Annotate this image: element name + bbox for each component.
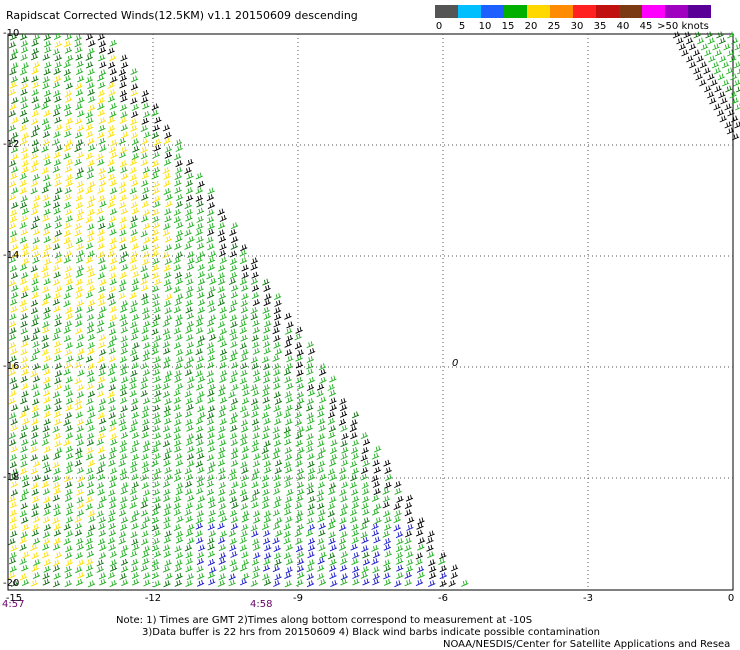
time-label-1: 4:57: [2, 599, 25, 610]
legend-swatch: [435, 5, 458, 18]
lon-label: -12: [144, 593, 162, 604]
legend-swatch: [573, 5, 596, 18]
time-label-2: 4:58: [250, 599, 273, 610]
legend-swatch: [481, 5, 504, 18]
wind-barbs: [8, 31, 740, 588]
legend-label: 35: [593, 21, 607, 32]
grid-lines: [8, 34, 733, 590]
legend-label: 30: [570, 21, 584, 32]
lon-label: 0: [727, 593, 735, 604]
wind-barb-group: [8, 40, 173, 587]
legend-label: 5: [458, 21, 466, 32]
lon-label: -3: [583, 593, 593, 604]
lat-label: -10: [3, 28, 20, 39]
note-line-1: Note: 1) Times are GMT 2)Times along bot…: [116, 615, 533, 626]
wind-barb-group: [195, 522, 447, 588]
legend-label: 45: [639, 21, 653, 32]
lat-label: -12: [3, 139, 20, 150]
map-frame: [7, 33, 734, 591]
legend-swatch: [550, 5, 573, 18]
lon-label: -15: [5, 593, 23, 604]
map-title: Rapidscat Corrected Winds(12.5KM) v1.1 2…: [6, 9, 358, 22]
legend-swatch: [642, 5, 665, 18]
legend-label: 40: [616, 21, 630, 32]
lon-label: -9: [293, 593, 303, 604]
legend-swatch: [665, 5, 688, 18]
legend-label: >50 knots: [657, 21, 709, 32]
legend-swatch: [688, 5, 711, 18]
lat-label: -20: [3, 578, 20, 589]
wind-barb-group: [85, 31, 740, 588]
lat-label: -16: [3, 361, 20, 372]
legend-label: 0: [435, 21, 443, 32]
wind-barb-group: [8, 31, 740, 588]
legend-swatch: [504, 5, 527, 18]
note-line-2: 3)Data buffer is 22 hrs from 20150609 4)…: [142, 627, 600, 638]
legend-label: 10: [478, 21, 492, 32]
legend-label: 20: [524, 21, 538, 32]
lat-label: -18: [3, 472, 20, 483]
wind-barb-group: [8, 31, 740, 588]
legend-swatch: [596, 5, 619, 18]
legend-swatch: [527, 5, 550, 18]
note-line-3: NOAA/NESDIS/Center for Satellite Applica…: [443, 639, 731, 650]
legend-label: 15: [501, 21, 515, 32]
map-annotation: 0: [452, 358, 458, 369]
legend-label: 25: [547, 21, 561, 32]
lat-label: -14: [3, 250, 20, 261]
lon-label: -6: [438, 593, 448, 604]
legend-swatch: [619, 5, 642, 18]
legend-swatch: [458, 5, 481, 18]
